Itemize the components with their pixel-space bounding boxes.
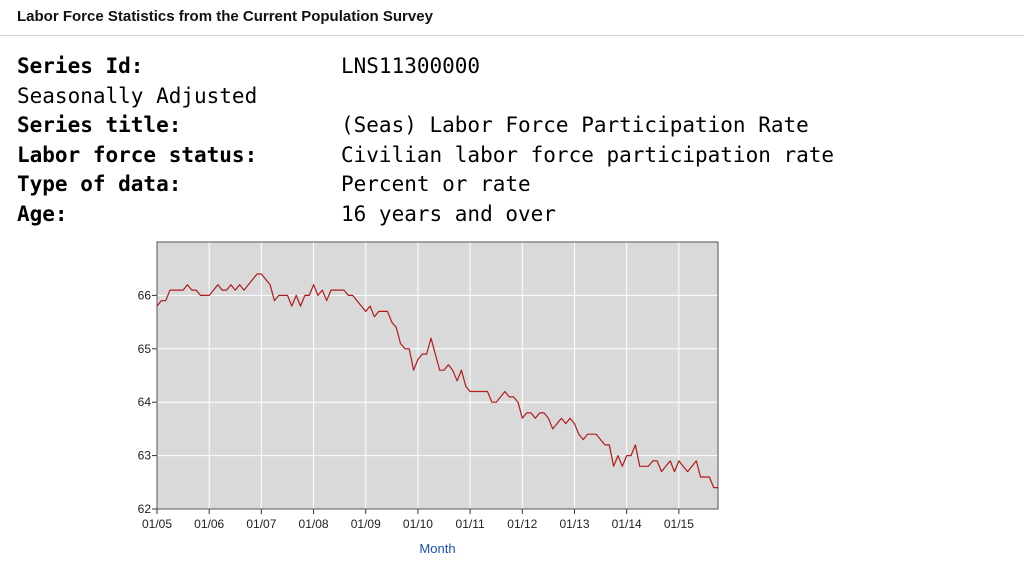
x-tick-label: 01/08: [299, 517, 329, 531]
y-tick-label: 66: [138, 288, 152, 302]
x-tick-label: 01/07: [246, 517, 276, 531]
header-bar: Labor Force Statistics from the Current …: [0, 0, 1024, 36]
x-axis-label: Month: [419, 541, 455, 556]
series-title-value: (Seas) Labor Force Participation Rate: [341, 113, 809, 137]
series-id-label: Series Id:: [17, 54, 144, 78]
series-id-value: LNS11300000: [341, 54, 481, 78]
seasonal-adjustment: Seasonally Adjusted: [17, 83, 258, 108]
plot-border: [156, 241, 719, 510]
plot-area: [157, 242, 718, 509]
type-value: Percent or rate: [341, 172, 531, 196]
series-line: [156, 273, 718, 489]
series-title-label: Series title:: [17, 113, 182, 137]
x-tick-label: 01/14: [612, 517, 642, 531]
y-tick-label: 63: [138, 449, 152, 463]
x-tick-label: 01/11: [456, 517, 485, 531]
x-tick-label: 01/10: [403, 517, 433, 531]
participation-rate-chart: 62 63 64 65 66 01/05 01/06 01/07 01/08 01/09 01/10…: [138, 241, 719, 556]
status-value: Civilian labor force participation rate: [341, 142, 835, 167]
app-title: Labor Force Statistics from the Current …: [17, 8, 433, 25]
y-tick-label: 62: [138, 502, 152, 516]
type-label: Type of data:: [17, 172, 182, 196]
status-label: Labor force status:: [17, 142, 258, 167]
x-tick-label: 01/06: [194, 517, 224, 531]
y-tick-label: 64: [138, 395, 152, 409]
x-tick-label: 01/12: [507, 517, 537, 531]
x-tick-label: 01/05: [142, 517, 172, 531]
x-tick-label: 01/13: [559, 517, 589, 531]
age-label: Age:: [17, 201, 68, 226]
y-tick-label: 65: [138, 342, 152, 356]
age-value: 16 years and over: [341, 201, 556, 226]
x-tick-label: 01/09: [351, 517, 381, 531]
x-tick-label: 01/15: [664, 517, 694, 531]
